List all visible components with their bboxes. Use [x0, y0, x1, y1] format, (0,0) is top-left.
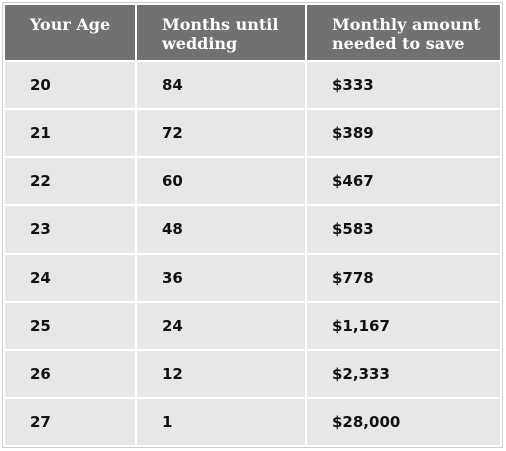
- cell-amount: $28,000: [307, 398, 500, 445]
- table-row: 27 1 $28,000: [5, 398, 500, 445]
- header-months-line2: wedding: [162, 34, 238, 53]
- cell-months: 72: [137, 110, 305, 157]
- cell-age: 21: [5, 110, 135, 157]
- header-your-age-line1: Your Age: [30, 15, 111, 34]
- cell-age: 22: [5, 158, 135, 205]
- cell-months: 60: [137, 158, 305, 205]
- cell-amount: $467: [307, 158, 500, 205]
- cell-amount: $333: [307, 62, 500, 109]
- cell-amount: $583: [307, 206, 500, 253]
- table-header: Your Age Months until wedding Monthly am…: [5, 5, 500, 60]
- cell-months: 48: [137, 206, 305, 253]
- savings-table-frame: Your Age Months until wedding Monthly am…: [2, 2, 503, 448]
- table-row: 24 36 $778: [5, 254, 500, 301]
- header-amount-line1: Monthly amount: [332, 15, 481, 34]
- cell-age: 20: [5, 62, 135, 109]
- cell-age: 26: [5, 350, 135, 397]
- table-row: 25 24 $1,167: [5, 302, 500, 349]
- table-row: 23 48 $583: [5, 206, 500, 253]
- savings-table: Your Age Months until wedding Monthly am…: [3, 3, 502, 447]
- table-row: 21 72 $389: [5, 110, 500, 157]
- cell-months: 24: [137, 302, 305, 349]
- cell-months: 84: [137, 62, 305, 109]
- cell-age: 27: [5, 398, 135, 445]
- header-your-age: Your Age: [5, 5, 135, 60]
- header-months-until-wedding: Months until wedding: [137, 5, 305, 60]
- cell-age: 25: [5, 302, 135, 349]
- cell-age: 23: [5, 206, 135, 253]
- cell-amount: $2,333: [307, 350, 500, 397]
- cell-months: 36: [137, 254, 305, 301]
- table-body: 20 84 $333 21 72 $389 22 60 $467 23 48 $…: [5, 62, 500, 445]
- table-row: 20 84 $333: [5, 62, 500, 109]
- cell-amount: $389: [307, 110, 500, 157]
- cell-amount: $778: [307, 254, 500, 301]
- header-months-line1: Months until: [162, 15, 279, 34]
- cell-months: 1: [137, 398, 305, 445]
- table-row: 26 12 $2,333: [5, 350, 500, 397]
- cell-age: 24: [5, 254, 135, 301]
- cell-amount: $1,167: [307, 302, 500, 349]
- header-amount-line2: needed to save: [332, 34, 465, 53]
- header-monthly-amount: Monthly amount needed to save: [307, 5, 500, 60]
- header-row: Your Age Months until wedding Monthly am…: [5, 5, 500, 60]
- table-row: 22 60 $467: [5, 158, 500, 205]
- cell-months: 12: [137, 350, 305, 397]
